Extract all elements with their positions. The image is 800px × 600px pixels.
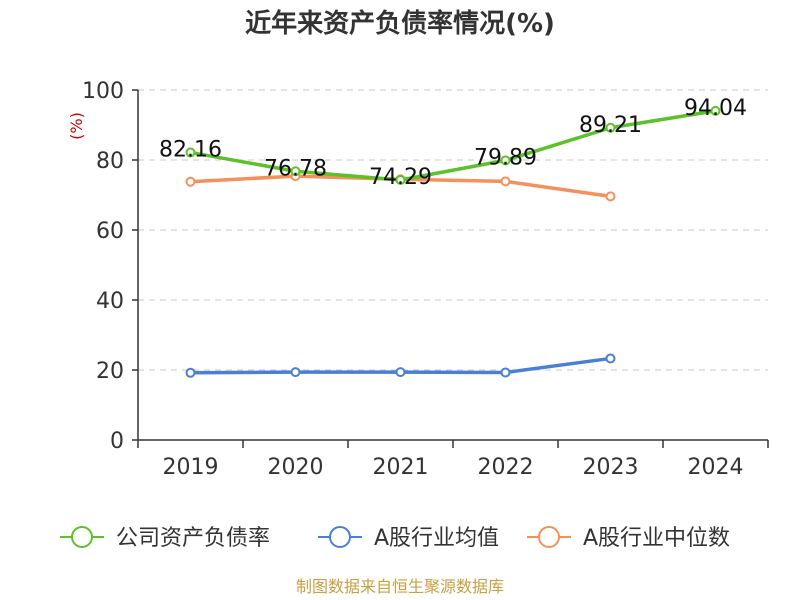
- x-tick-label-2019: 2019: [163, 455, 219, 480]
- x-tick-labels: 2019 2020 2021 2022 2023 2024: [163, 455, 744, 480]
- y-tick-label-60: 60: [96, 219, 124, 244]
- legend-item-2: A股行业中位数: [527, 526, 730, 551]
- source-note: 制图数据来自恒生聚源数据库: [296, 577, 504, 596]
- data-point-1-1: [290, 367, 301, 378]
- axes: [132, 89, 769, 448]
- data-point-0-5: [710, 105, 721, 116]
- data-label-0-1: 76.78: [264, 156, 327, 181]
- chart-title: 近年来资产负债率情况(%): [245, 8, 555, 39]
- y-tick-label-0: 0: [110, 429, 124, 454]
- data-point-1-3: [500, 367, 511, 378]
- legend: 公司资产负债率 A股行业均值 A股行业中位数: [60, 526, 730, 551]
- data-label-0-5: 94.04: [684, 96, 747, 121]
- legend-marker-1: [329, 526, 351, 548]
- series-1: [185, 353, 616, 378]
- data-label-0-4: 89.21: [579, 113, 642, 138]
- y-tick-label-20: 20: [96, 359, 124, 384]
- data-point-2-0: [185, 176, 196, 187]
- data-point-1-0: [185, 367, 196, 378]
- data-label-0-3: 79.89: [474, 145, 537, 170]
- data-point-0-3: [500, 155, 511, 166]
- x-tick-label-2022: 2022: [478, 455, 534, 480]
- legend-label-2: A股行业中位数: [583, 526, 730, 551]
- data-point-2-4: [605, 191, 616, 202]
- legend-item-1: A股行业均值: [318, 526, 499, 551]
- y-axis-label: (%): [67, 112, 86, 140]
- legend-marker-0: [71, 526, 93, 548]
- x-tick-label-2023: 2023: [583, 455, 639, 480]
- series-group: 82.16 76.78 74.29 79.89 89.21 94.04: [159, 96, 747, 378]
- y-tick-label-80: 80: [96, 149, 124, 174]
- data-point-0-4: [605, 122, 616, 133]
- series-line-0: [190, 109, 716, 182]
- series-0: 82.16 76.78 74.29 79.89 89.21 94.04: [159, 96, 747, 190]
- data-label-0-2: 74.29: [369, 165, 432, 190]
- x-tick-label-2021: 2021: [373, 455, 429, 480]
- x-tick-label-2024: 2024: [688, 455, 744, 480]
- legend-item-0: 公司资产负债率: [60, 526, 270, 551]
- legend-label-1: A股行业均值: [374, 526, 499, 551]
- data-point-1-4: [605, 353, 616, 364]
- legend-label-0: 公司资产负债率: [116, 526, 270, 551]
- data-label-0-0: 82.16: [159, 137, 222, 162]
- y-tick-labels: 0 20 40 60 80 100: [82, 79, 124, 454]
- data-point-0-1: [290, 166, 301, 177]
- y-tick-label-100: 100: [82, 79, 124, 104]
- grid-lines: [138, 89, 768, 371]
- data-point-1-2: [395, 367, 406, 378]
- data-point-2-3: [500, 176, 511, 187]
- data-point-0-2: [395, 174, 406, 185]
- y-tick-label-40: 40: [96, 289, 124, 314]
- legend-marker-2: [538, 526, 560, 548]
- data-point-0-0: [185, 147, 196, 158]
- x-tick-label-2020: 2020: [268, 455, 324, 480]
